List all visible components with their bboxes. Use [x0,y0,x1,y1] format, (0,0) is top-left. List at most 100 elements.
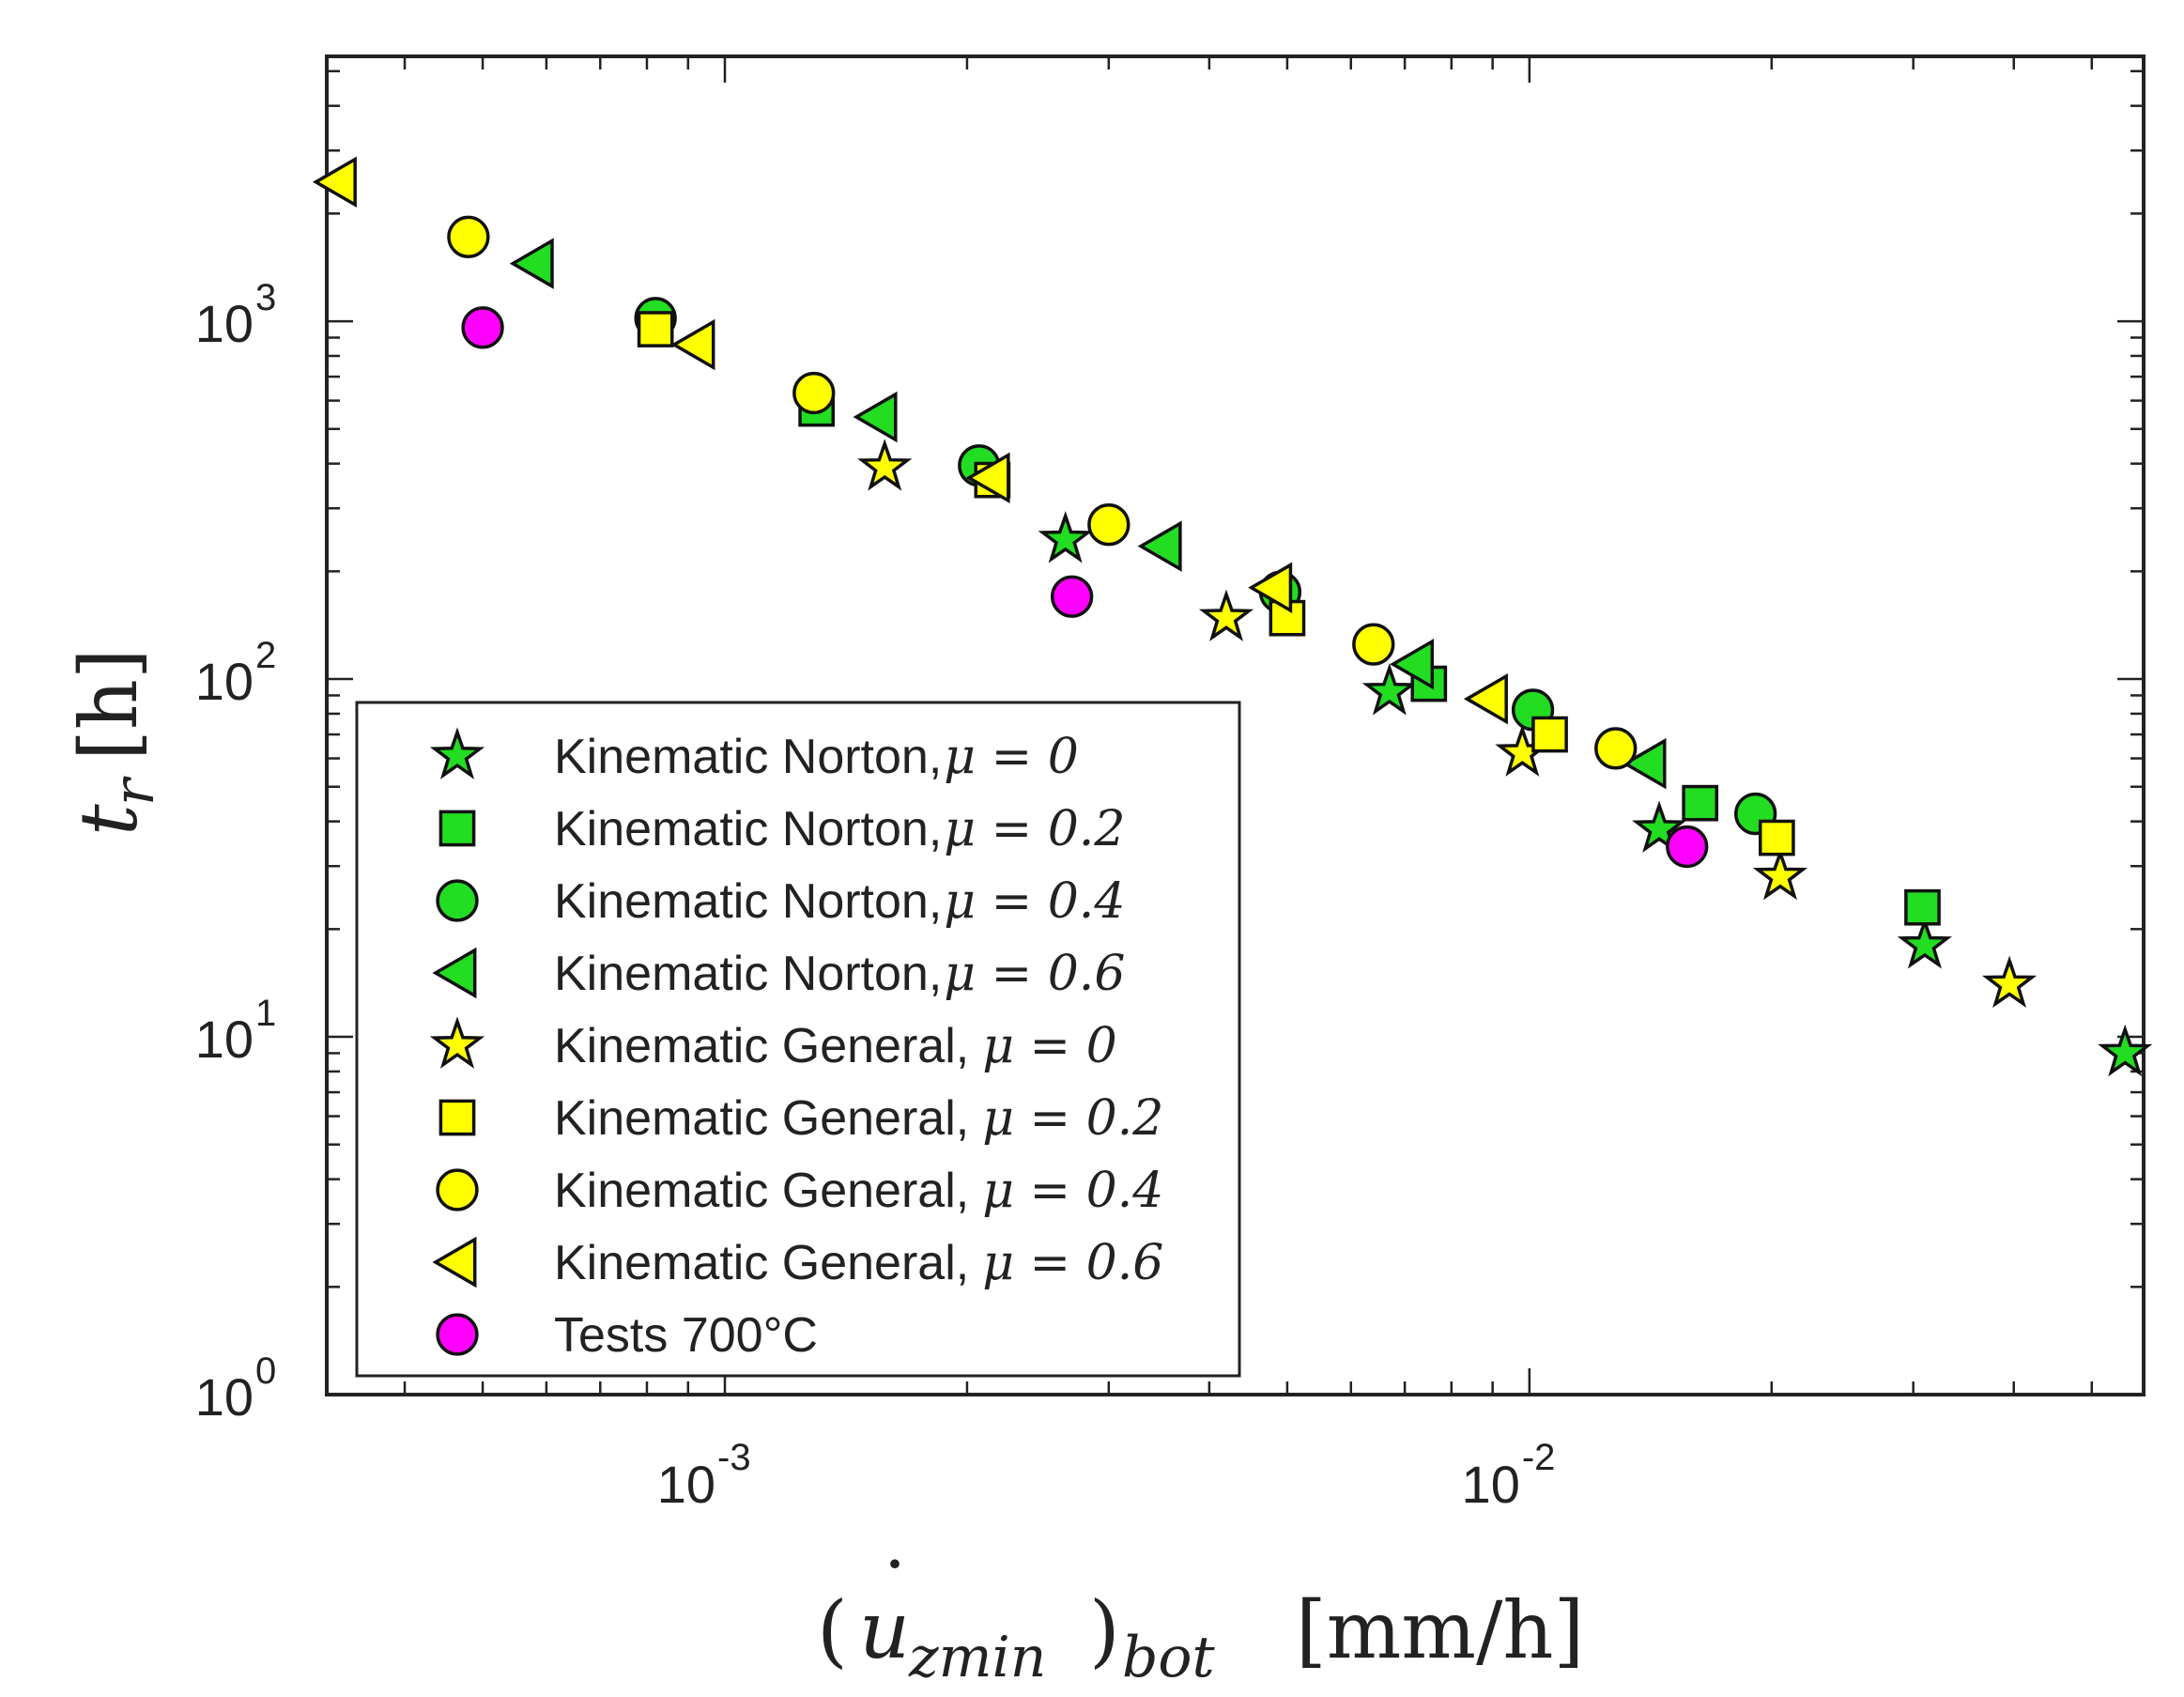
data-point [1050,575,1094,618]
legend-label-name: Kinematic General, [554,1236,969,1290]
legend-entry: Kinematic General, μ = 0.4 [436,1163,1163,1219]
y-label-subscript: r [101,776,167,806]
data-point [1981,955,2038,1009]
legend-marker [432,947,477,999]
legend-marker [438,1099,476,1136]
data-point [312,156,357,208]
x-tick-label-base: 10 [657,1455,715,1514]
x-tick-label: 10 -3 [657,1437,751,1514]
legend-entry: Kinematic Norton,μ = 0.6 [432,946,1125,1002]
data-point [637,311,674,347]
data-point [1666,825,1709,869]
y-tick-label-exp: 3 [255,277,276,318]
legend-marker [436,1168,479,1211]
y-tick-label: 10 3 [195,277,277,353]
data-point [792,371,836,415]
data-point [1137,520,1182,572]
series-3 [509,238,1667,790]
legend-entry: Kinematic Norton,μ = 0.2 [438,801,1125,857]
x-label-subscript: zmin [908,1625,1046,1690]
y-label-variable: t [63,804,155,836]
data-point [1752,848,1808,901]
legend-label: Kinematic Norton,μ = 0 [554,729,1079,785]
data-point [509,238,554,289]
x-tick-labels: 10 -3 10 -2 [657,1437,1556,1514]
series-0 [1038,511,2153,1077]
legend-label-mu: μ = 0.2 [944,801,1125,857]
x-tick-label-base: 10 [1462,1455,1520,1514]
x-tick-label-exp: -2 [1522,1437,1556,1478]
minor-ticks [327,56,2144,1396]
legend-label-mu: μ = 0.6 [982,1235,1163,1291]
legend-marker [432,1236,477,1288]
legend-label: Kinematic General, μ = 0 [554,1018,1117,1074]
x-label-variable: u [859,1584,910,1676]
data-point [461,306,504,349]
y-tick-label-base: 10 [195,652,254,711]
data-point [1531,716,1568,753]
legend-entry: Kinematic Norton,μ = 0.4 [436,873,1125,930]
data-point [2098,1024,2153,1077]
legend-label-mu: μ = 0 [982,1018,1117,1074]
legend-label-mu: μ = 0.6 [944,946,1125,1002]
data-point [1632,800,1687,853]
x-label-close-paren: ) [1089,1584,1120,1676]
legend-label: Tests 700°C [554,1308,818,1363]
legend-label: Kinematic General, μ = 0.2 [554,1090,1163,1147]
legend-label-name: Kinematic General, [554,1091,969,1146]
data-point [1622,737,1667,790]
x-label-open-paren: ( [817,1584,848,1676]
legend-label-name: Kinematic General, [554,1164,969,1218]
legend-entry: Tests 700°C [436,1308,818,1363]
y-tick-label-base: 10 [195,1010,254,1069]
legend-entry: Kinematic General, μ = 0.2 [438,1090,1163,1147]
legend-label: Kinematic Norton,μ = 0.4 [554,873,1125,930]
y-tick-label-exp: 2 [255,635,276,676]
legend-label: Kinematic Norton,μ = 0.2 [554,801,1125,857]
data-point [1352,623,1395,666]
legend-label-mu: μ = 0.4 [944,873,1125,930]
legend-marker [429,1016,485,1069]
data-point [1390,639,1435,690]
legend-label: Kinematic Norton,μ = 0.6 [554,946,1125,1002]
y-tick-label-exp: 0 [255,1350,276,1392]
legend-label-name: Kinematic Norton, [554,947,942,1001]
data-point [853,391,898,443]
data-point [1038,511,1093,563]
x-axis-label: ( u ˙ zmin ) bot [mm/h] [817,1547,1584,1690]
data-point [1758,819,1795,856]
legend-marker [436,879,479,922]
legend-label: Kinematic General, μ = 0.4 [554,1163,1163,1219]
x-label-dot: ˙ [875,1547,915,1639]
legend-label-mu: μ = 0.4 [982,1163,1163,1219]
series-4 [857,439,2038,1009]
y-tick-label: 10 2 [195,635,277,711]
data-point [1087,503,1130,547]
data-point [1594,727,1638,770]
y-tick-label-base: 10 [195,1367,254,1427]
legend-label-name: Kinematic Norton, [554,802,942,856]
series-6 [447,215,1638,770]
data-point [857,439,913,491]
data-point [1904,888,1941,926]
y-tick-label-exp: 1 [255,993,276,1034]
legend-label-name: Tests 700°C [554,1308,818,1363]
legend-label-name: Kinematic Norton, [554,874,942,929]
legend-entry: Kinematic General, μ = 0.6 [432,1235,1163,1291]
legend-marker [438,810,476,847]
y-tick-label: 10 1 [195,993,277,1069]
series-7 [312,156,1508,725]
data-point [1198,589,1254,641]
data-point [1897,917,1952,969]
data-point [965,452,1010,504]
data-point [1682,784,1719,822]
legend-entry: Kinematic Norton,μ = 0 [429,727,1079,785]
series-8 [461,306,1709,869]
y-label-units: [h] [63,648,155,761]
data-markers [312,156,2153,1077]
data-point [1361,663,1417,716]
